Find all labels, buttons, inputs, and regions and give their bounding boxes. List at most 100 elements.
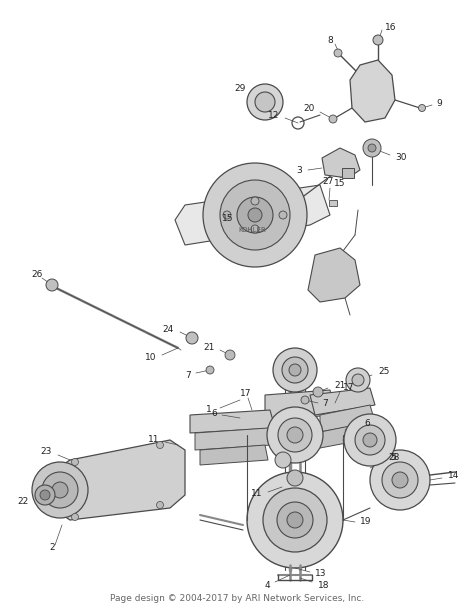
- Circle shape: [206, 366, 214, 374]
- Polygon shape: [175, 315, 408, 365]
- Polygon shape: [320, 422, 373, 448]
- Text: 10: 10: [145, 352, 156, 362]
- Text: 23: 23: [41, 447, 52, 457]
- Circle shape: [278, 418, 312, 452]
- Circle shape: [40, 490, 50, 500]
- Circle shape: [52, 482, 68, 498]
- Circle shape: [428, 218, 432, 223]
- Circle shape: [287, 427, 303, 443]
- Text: 25: 25: [378, 368, 389, 376]
- Circle shape: [382, 462, 418, 498]
- Text: 6: 6: [364, 419, 370, 427]
- Circle shape: [313, 387, 323, 397]
- Circle shape: [237, 197, 273, 233]
- Circle shape: [156, 441, 164, 449]
- Circle shape: [370, 450, 430, 510]
- Circle shape: [273, 348, 317, 392]
- Circle shape: [225, 350, 235, 360]
- Circle shape: [419, 104, 426, 112]
- Text: 21: 21: [334, 381, 346, 389]
- Circle shape: [237, 327, 243, 332]
- Text: 22: 22: [18, 498, 29, 506]
- Polygon shape: [310, 388, 375, 415]
- Circle shape: [329, 115, 337, 123]
- Circle shape: [267, 357, 273, 362]
- Text: 26: 26: [31, 270, 43, 278]
- Circle shape: [46, 279, 58, 291]
- Ellipse shape: [232, 265, 288, 335]
- Text: 18: 18: [318, 581, 329, 590]
- Circle shape: [203, 163, 307, 267]
- Circle shape: [156, 501, 164, 509]
- Circle shape: [186, 332, 198, 344]
- Circle shape: [363, 139, 381, 157]
- Polygon shape: [195, 90, 390, 185]
- Circle shape: [251, 225, 259, 233]
- Polygon shape: [55, 440, 185, 520]
- Circle shape: [334, 49, 342, 57]
- Circle shape: [289, 364, 301, 376]
- Circle shape: [282, 357, 308, 383]
- Text: 29: 29: [234, 83, 246, 93]
- Circle shape: [247, 84, 283, 120]
- Text: 2: 2: [49, 544, 55, 552]
- Circle shape: [247, 472, 343, 568]
- Circle shape: [308, 302, 312, 308]
- Text: 16: 16: [385, 23, 396, 31]
- Text: 11: 11: [147, 435, 159, 444]
- Circle shape: [363, 433, 377, 447]
- Bar: [342, 168, 354, 178]
- Circle shape: [355, 425, 385, 455]
- Circle shape: [263, 488, 327, 552]
- Text: 7: 7: [322, 400, 328, 408]
- Circle shape: [32, 462, 88, 518]
- Text: 19: 19: [360, 517, 372, 527]
- Circle shape: [267, 407, 323, 463]
- Text: 11: 11: [250, 490, 262, 498]
- Circle shape: [377, 343, 383, 348]
- Polygon shape: [175, 185, 330, 335]
- Text: 17: 17: [240, 389, 252, 397]
- Polygon shape: [320, 405, 375, 432]
- Circle shape: [438, 308, 443, 313]
- Polygon shape: [265, 390, 335, 420]
- Circle shape: [337, 378, 343, 383]
- Polygon shape: [178, 168, 465, 415]
- Polygon shape: [175, 330, 205, 395]
- Polygon shape: [195, 428, 272, 450]
- Circle shape: [392, 472, 408, 488]
- Circle shape: [42, 472, 78, 508]
- Text: 17: 17: [343, 384, 355, 392]
- Circle shape: [275, 452, 291, 468]
- Circle shape: [251, 197, 259, 205]
- Text: 1: 1: [206, 406, 212, 414]
- Circle shape: [35, 485, 55, 505]
- Text: 20: 20: [304, 104, 315, 113]
- Text: 30: 30: [395, 153, 407, 161]
- Text: KOHLER: KOHLER: [238, 227, 266, 233]
- Text: 5: 5: [390, 454, 396, 462]
- Polygon shape: [200, 445, 268, 465]
- Text: 6: 6: [211, 408, 217, 417]
- Polygon shape: [175, 345, 408, 395]
- Circle shape: [368, 144, 376, 152]
- Polygon shape: [350, 60, 395, 122]
- Bar: [192, 355, 254, 397]
- Circle shape: [220, 180, 290, 250]
- Polygon shape: [322, 148, 360, 178]
- Text: 13: 13: [315, 569, 327, 579]
- Circle shape: [373, 35, 383, 45]
- Circle shape: [247, 253, 253, 257]
- Circle shape: [287, 470, 303, 486]
- Circle shape: [223, 211, 231, 219]
- Circle shape: [337, 262, 343, 267]
- Circle shape: [346, 368, 370, 392]
- Text: 24: 24: [163, 324, 174, 333]
- Text: 12: 12: [268, 110, 279, 120]
- Text: 9: 9: [436, 99, 442, 107]
- Circle shape: [277, 502, 313, 538]
- Text: 14: 14: [448, 471, 459, 481]
- Text: Page design © 2004-2017 by ARI Network Services, Inc.: Page design © 2004-2017 by ARI Network S…: [110, 594, 364, 603]
- Circle shape: [301, 396, 309, 404]
- Circle shape: [72, 459, 79, 465]
